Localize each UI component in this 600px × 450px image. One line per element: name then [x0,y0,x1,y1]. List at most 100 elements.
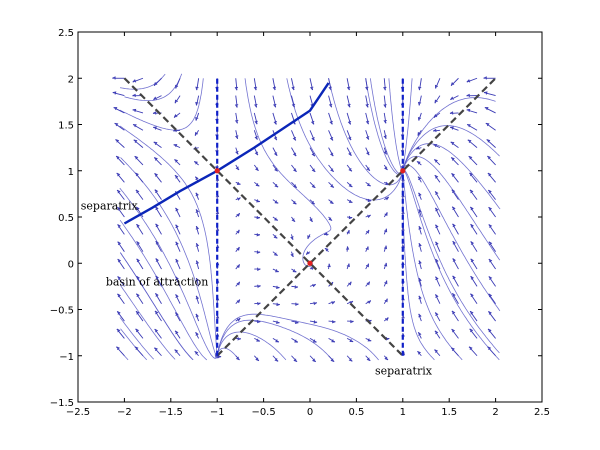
field-arrowhead [384,212,388,217]
field-arrow [291,147,297,157]
field-arrow [174,312,181,322]
field-arrow [450,141,459,148]
field-arrowhead [418,242,422,247]
field-arrowhead [117,311,121,315]
field-arrowhead [328,217,333,221]
field-arrowhead [272,86,277,91]
field-arrowhead [256,199,260,203]
field-arrowhead [136,206,140,211]
field-arrowhead [153,96,157,101]
field-arrowhead [367,214,371,219]
field-arrow [291,130,297,141]
field-arrowhead [434,349,439,353]
field-arrowhead [417,131,421,136]
field-arrow [135,293,144,304]
separatrix-line [123,82,330,225]
annotations: separatrix basin of attraction separatrix [81,200,433,378]
field-arrowhead [417,116,422,121]
field-arrow [235,78,238,91]
field-arrow [435,276,441,287]
field-arrow [309,320,318,323]
field-arrowhead [324,247,329,252]
field-arrowhead [152,111,157,115]
nullcline-lines [123,77,497,357]
field-arrowhead [384,298,388,303]
streamline [124,355,129,361]
field-arrow [435,241,441,252]
field-arrowhead [311,152,316,157]
field-arrow [135,206,144,218]
field-arrowhead [384,280,388,285]
x-tick-label: −2 [117,407,132,418]
field-arrow [328,112,333,125]
field-arrow [195,260,200,270]
field-arrow [195,209,200,218]
field-arrow [153,77,162,87]
field-arrowhead [276,302,280,307]
field-arrowhead [136,241,140,245]
field-arrow [291,164,297,172]
field-arrowhead [451,173,456,177]
field-arrowhead [195,116,199,121]
field-arrowhead [469,189,474,194]
field-arrowhead [236,229,240,234]
field-arrow [487,189,496,200]
field-arrowhead [366,151,370,156]
field-arrow [272,199,279,204]
field-arrow [383,95,387,108]
field-arrowhead [255,183,260,187]
streamline [120,157,125,162]
field-arrowhead [175,241,179,246]
field-arrowhead [418,192,422,197]
field-arrow [451,189,459,200]
field-arrowhead [450,141,455,146]
field-arrow [433,159,441,166]
field-arrowhead [116,172,121,177]
field-arrowhead [256,215,261,220]
field-arrowhead [365,136,370,140]
field-arrow [134,346,144,357]
field-arrow [153,157,162,166]
field-arrow [383,78,386,91]
field-arrowhead [215,227,220,231]
field-arrow [272,95,277,108]
field-arrowhead [155,240,160,245]
field-arrow [466,124,478,131]
field-arrow [309,338,317,343]
field-arrowhead [488,293,493,298]
field-arrowhead [195,225,200,230]
field-arrowhead [134,346,139,351]
field-arrowhead [330,358,335,363]
field-arrowhead [174,349,179,353]
field-arrowhead [115,139,120,143]
field-arrow [470,224,478,235]
separatrix-curve [123,82,330,225]
field-arrow [195,192,200,200]
field-arrow [346,300,354,305]
field-arrow [114,122,125,131]
field-arrow [346,95,351,108]
field-arrowhead [132,93,136,98]
field-arrowhead [273,152,278,157]
field-arrow [272,338,280,343]
field-arrowhead [365,120,370,125]
field-arrowhead [329,152,334,157]
field-arrow [452,275,459,287]
field-arrow [117,276,125,287]
field-arrow [383,130,387,139]
field-arrowhead [175,294,179,298]
field-arrow [117,241,125,252]
field-arrowhead [153,82,158,86]
field-arrow [450,77,459,87]
field-arrowhead [133,139,138,143]
field-arrowhead [433,114,438,118]
streamline [214,319,329,359]
field-arrowhead [470,241,475,245]
field-arrow [418,260,422,270]
field-arrowhead [327,263,331,268]
field-arrow [365,95,369,108]
field-arrowhead [434,84,439,89]
streamline [119,187,125,195]
field-arrow [488,206,496,218]
field-arrowhead [253,86,258,91]
